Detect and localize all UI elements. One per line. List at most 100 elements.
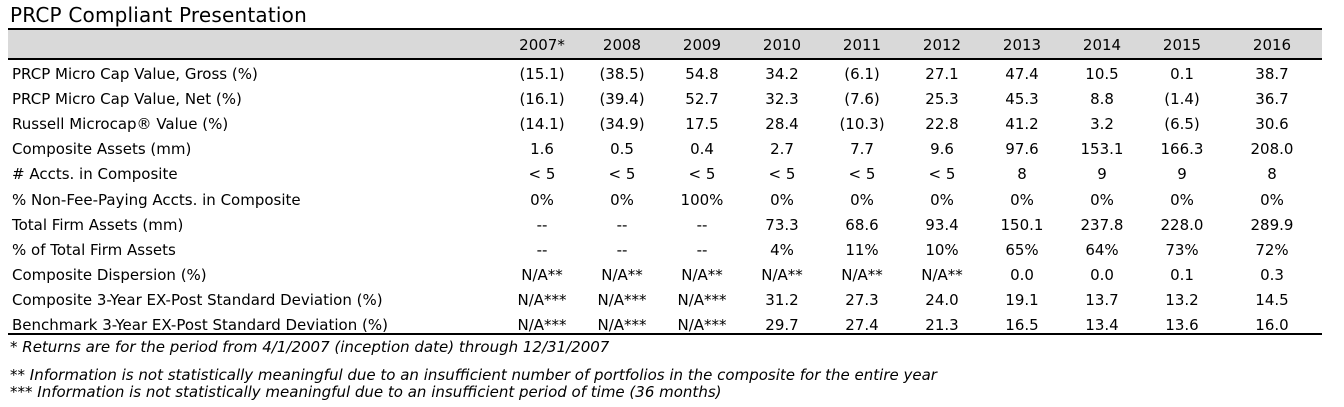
- table-cell: 2.7: [770, 140, 794, 159]
- table-cell: 73%: [1165, 240, 1199, 259]
- table-cell: N/A***: [517, 316, 567, 335]
- table-cell: --: [616, 215, 628, 234]
- table-cell: 0.0: [1010, 266, 1034, 285]
- table-cell: N/A**: [521, 266, 563, 285]
- table-cell: 9.6: [930, 140, 954, 159]
- table-cell: 166.3: [1160, 140, 1204, 159]
- row-label: # Accts. in Composite: [12, 165, 178, 184]
- table-cell: 13.2: [1165, 291, 1199, 310]
- table-cell: (14.1): [519, 114, 565, 133]
- table-cell: 27.1: [925, 64, 959, 83]
- table-cell: 14.5: [1255, 291, 1289, 310]
- table-cell: N/A**: [761, 266, 803, 285]
- table-cell: 21.3: [925, 316, 959, 335]
- table-cell: 36.7: [1255, 89, 1289, 108]
- table-cell: 25.3: [925, 89, 959, 108]
- table-cell: 4%: [770, 240, 794, 259]
- table-body: PRCP Micro Cap Value, Gross (%) (15.1) (38…: [8, 58, 1322, 338]
- table-cell: (15.1): [519, 64, 565, 83]
- table-cell: 31.2: [765, 291, 799, 310]
- table-cell: 7.7: [850, 140, 874, 159]
- table-cell: 228.0: [1160, 215, 1204, 234]
- table-cell: 68.6: [845, 215, 879, 234]
- header-rule: [8, 58, 1322, 60]
- table-cell: 16.0: [1255, 316, 1289, 335]
- table-cell: 34.2: [765, 64, 799, 83]
- table-cell: 27.4: [845, 316, 879, 335]
- table-cell: 9: [1177, 165, 1187, 184]
- row-label: Total Firm Assets (mm): [12, 215, 184, 234]
- row-label: Composite Assets (mm): [12, 140, 192, 159]
- composite-table: 2007* 2008 2009 2010 2011 2012 2013 2014…: [8, 31, 1322, 338]
- page-title: PRCP Compliant Presentation: [10, 3, 307, 27]
- table-cell: 1.6: [530, 140, 554, 159]
- column-header: 2012: [922, 35, 962, 54]
- table-cell: (34.9): [599, 114, 645, 133]
- table-cell: (1.4): [1164, 89, 1200, 108]
- table-cell: N/A***: [677, 316, 727, 335]
- top-rule: [8, 28, 1322, 30]
- table-cell: 10.5: [1085, 64, 1119, 83]
- table-cell: 13.4: [1085, 316, 1119, 335]
- table-cell: 237.8: [1080, 215, 1124, 234]
- table-cell: 30.6: [1255, 114, 1289, 133]
- row-label: PRCP Micro Cap Value, Gross (%): [12, 64, 258, 83]
- table-cell: 97.6: [1005, 140, 1039, 159]
- table-cell: N/A***: [597, 316, 647, 335]
- table-row: Composite Dispersion (%) N/A** N/A** N/A** N…: [8, 263, 1322, 288]
- table-cell: 28.4: [765, 114, 799, 133]
- table-cell: --: [696, 240, 708, 259]
- table-cell: 22.8: [925, 114, 959, 133]
- table-cell: 0.3: [1260, 266, 1284, 285]
- table-row: PRCP Micro Cap Value, Gross (%) (15.1) (38…: [8, 58, 1322, 86]
- column-header: 2011: [842, 35, 882, 54]
- table-cell: 10%: [925, 240, 959, 259]
- header-band: [8, 30, 1322, 58]
- table-cell: 38.7: [1255, 64, 1289, 83]
- table-cell: 9: [1097, 165, 1107, 184]
- table-cell: 0%: [1010, 190, 1034, 209]
- table-row: Benchmark 3-Year EX-Post Standard Deviat…: [8, 313, 1322, 338]
- table-cell: N/A***: [597, 291, 647, 310]
- table-cell: 41.2: [1005, 114, 1039, 133]
- column-header: 2007*: [519, 35, 565, 54]
- table-cell: 13.7: [1085, 291, 1119, 310]
- row-label: % of Total Firm Assets: [12, 240, 176, 259]
- table-cell: 0.1: [1170, 266, 1194, 285]
- table-cell: N/A**: [921, 266, 963, 285]
- table-cell: 24.0: [925, 291, 959, 310]
- table-cell: 0%: [930, 190, 954, 209]
- table-cell: 0%: [1170, 190, 1194, 209]
- table-cell: 0%: [770, 190, 794, 209]
- table-cell: 0.5: [610, 140, 634, 159]
- row-label: Composite 3-Year EX-Post Standard Deviat…: [12, 291, 383, 310]
- table-cell: --: [536, 215, 548, 234]
- table-cell: 0.1: [1170, 64, 1194, 83]
- table-cell: 52.7: [685, 89, 719, 108]
- table-row: Composite 3-Year EX-Post Standard Deviat…: [8, 288, 1322, 313]
- footnote-dispersion: ** Information is not statistically mean…: [10, 366, 937, 384]
- table-cell: (10.3): [839, 114, 885, 133]
- table-cell: 100%: [680, 190, 724, 209]
- header-row: 2007* 2008 2009 2010 2011 2012 2013 2014…: [8, 31, 1322, 58]
- table-cell: --: [696, 215, 708, 234]
- table-cell: 150.1: [1000, 215, 1044, 234]
- footnote-std-dev: *** Information is not statistically mea…: [10, 383, 722, 401]
- table-row: # Accts. in Composite < 5 < 5 < 5 < 5 < 5 < 5 8…: [8, 162, 1322, 187]
- column-header: 2010: [762, 35, 802, 54]
- column-header: 2009: [682, 35, 722, 54]
- column-header: 2016: [1252, 35, 1292, 54]
- table-cell: < 5: [528, 165, 556, 184]
- table-cell: 0%: [610, 190, 634, 209]
- footnote-inception: * Returns are for the period from 4/1/20…: [10, 338, 610, 356]
- table-row: % of Total Firm Assets -- -- -- 4% 11% 10% 65% 6…: [8, 237, 1322, 262]
- table-cell: 153.1: [1080, 140, 1124, 159]
- table-cell: N/A**: [681, 266, 723, 285]
- row-label: Russell Microcap® Value (%): [12, 114, 229, 133]
- table-cell: (39.4): [599, 89, 645, 108]
- table-row: PRCP Micro Cap Value, Net (%) (16.1) (39.4…: [8, 86, 1322, 111]
- table-cell: 17.5: [685, 114, 719, 133]
- table-cell: 0%: [1260, 190, 1284, 209]
- row-label: PRCP Micro Cap Value, Net (%): [12, 89, 242, 108]
- table-cell: 54.8: [685, 64, 719, 83]
